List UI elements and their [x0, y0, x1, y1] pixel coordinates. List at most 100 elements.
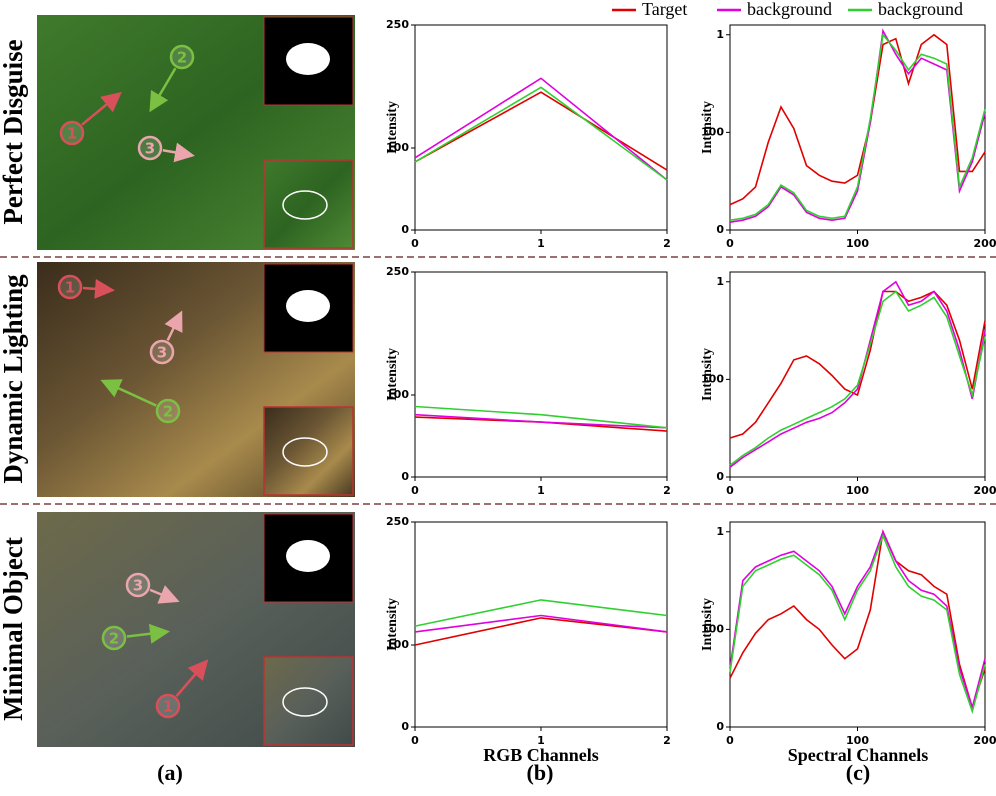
zoom-outline	[282, 437, 328, 467]
x-axis-label: Spectral Channels	[788, 745, 929, 765]
series-line	[414, 614, 668, 633]
marker-circle	[169, 44, 195, 70]
row-label: Minimal Object	[0, 537, 28, 721]
y-tick-label: 1	[716, 525, 724, 538]
y-tick-label: 100	[386, 388, 409, 401]
series-line	[414, 91, 668, 171]
series-line	[729, 528, 986, 711]
marker-circle	[149, 339, 175, 365]
y-axis-label: Intensity	[700, 348, 715, 401]
y-axis-label: Intensity	[700, 598, 715, 651]
zoom-inset	[263, 656, 354, 746]
series-line	[414, 77, 668, 181]
marker-number: 3	[157, 344, 167, 362]
series-line	[729, 28, 986, 223]
y-tick-label: 100	[386, 141, 409, 154]
marker-arrow	[81, 91, 122, 126]
marker-arrow	[149, 67, 177, 113]
x-tick-label: 200	[974, 484, 996, 497]
marker-circle	[155, 398, 181, 424]
x-tick-label: 1	[537, 237, 545, 250]
y-tick-label: 250	[386, 265, 409, 278]
marker-number: 3	[133, 577, 143, 595]
series-line	[414, 617, 668, 646]
legend-label: background	[747, 0, 832, 19]
series-line	[414, 413, 668, 429]
x-tick-label: 2	[663, 484, 671, 497]
y-tick-label: 250	[386, 515, 409, 528]
x-axis-label: RGB Channels	[483, 745, 599, 765]
series-line	[729, 290, 986, 466]
marker-number: 2	[109, 630, 119, 648]
marker-arrow	[82, 278, 115, 299]
plot-frame	[729, 24, 986, 231]
x-tick-label: 200	[974, 237, 996, 250]
caption: (a)	[157, 760, 183, 785]
caption: (b)	[527, 760, 554, 785]
mask-shape	[286, 43, 330, 75]
marker-arrow	[164, 310, 183, 341]
x-tick-label: 100	[846, 237, 869, 250]
y-axis-label: Intensity	[385, 598, 400, 651]
series-line	[729, 290, 986, 439]
plot-frame	[729, 271, 986, 478]
x-tick-label: 0	[411, 734, 419, 747]
marker-circle	[101, 625, 127, 651]
marker-arrow	[175, 659, 209, 697]
plot-frame	[414, 24, 668, 231]
marker-arrow	[100, 379, 157, 407]
x-tick-label: 0	[411, 237, 419, 250]
series-line	[729, 33, 986, 206]
y-tick-label: 100	[386, 638, 409, 651]
series-line	[414, 405, 668, 429]
y-tick-label: 100	[701, 372, 724, 385]
y-tick-label: 0	[401, 470, 409, 483]
plot-frame	[414, 521, 668, 728]
marker-number: 2	[163, 403, 173, 421]
row-label: Perfect Disguise	[0, 39, 28, 224]
marker-circle	[57, 274, 83, 300]
x-tick-label: 100	[846, 484, 869, 497]
zoom-outline	[282, 190, 328, 220]
marker-number: 2	[177, 49, 187, 67]
x-tick-label: 0	[726, 734, 734, 747]
marker-circle	[137, 135, 163, 161]
caption: (c)	[846, 760, 870, 785]
x-tick-label: 2	[663, 237, 671, 250]
x-tick-label: 1	[537, 484, 545, 497]
zoom-inset	[263, 159, 354, 249]
y-tick-label: 100	[701, 125, 724, 138]
y-tick-label: 0	[401, 223, 409, 236]
marker-number: 1	[163, 698, 173, 716]
marker-number: 1	[65, 279, 75, 297]
marker-number: 1	[67, 125, 77, 143]
plot-frame	[414, 271, 668, 478]
marker-number: 3	[145, 140, 155, 158]
y-tick-label: 0	[716, 470, 724, 483]
y-tick-label: 0	[716, 720, 724, 733]
y-axis-label: Intensity	[700, 101, 715, 154]
y-tick-label: 1	[716, 28, 724, 41]
series-line	[729, 280, 986, 468]
y-tick-label: 1	[716, 275, 724, 288]
x-tick-label: 0	[726, 237, 734, 250]
x-tick-label: 1	[537, 734, 545, 747]
y-axis-label: Intensity	[385, 348, 400, 401]
mask-shape	[286, 540, 330, 572]
zoom-outline	[282, 687, 328, 717]
series-line	[729, 32, 986, 221]
x-tick-label: 0	[411, 484, 419, 497]
y-tick-label: 0	[716, 223, 724, 236]
y-tick-label: 0	[401, 720, 409, 733]
series-line	[414, 599, 668, 627]
x-tick-label: 200	[974, 734, 996, 747]
row-label: Dynamic Lighting	[0, 274, 28, 484]
marker-arrow	[162, 142, 195, 163]
series-line	[729, 529, 986, 711]
plot-frame	[729, 521, 986, 728]
marker-arrow	[149, 585, 180, 604]
legend-label: Target	[642, 0, 687, 19]
series-line	[414, 86, 668, 181]
series-line	[729, 533, 986, 715]
